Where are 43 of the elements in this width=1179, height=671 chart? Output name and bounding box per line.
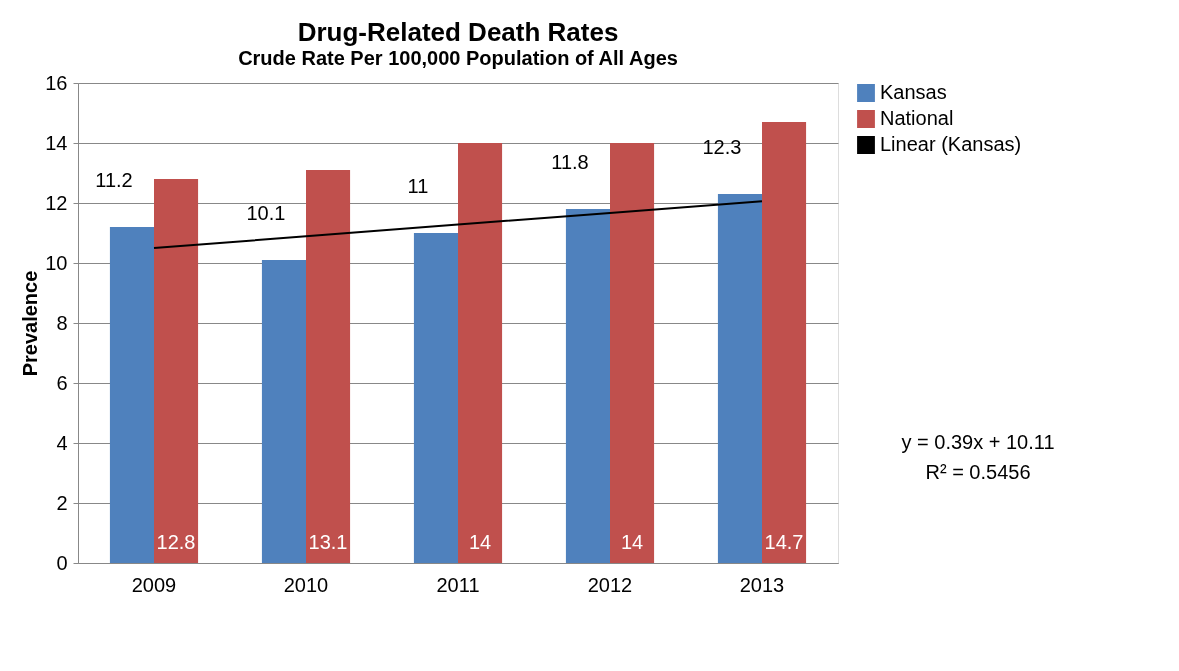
data-label: 11.2: [95, 169, 133, 191]
data-label: 12.8: [156, 531, 196, 553]
bar: [610, 143, 655, 563]
y-tick-label: 10: [45, 251, 68, 274]
x-tick-label: 2013: [739, 573, 785, 596]
y-tick-label: 6: [56, 371, 68, 394]
y-axis-title: Prevalence: [19, 270, 42, 377]
data-label: 13.1: [308, 531, 348, 553]
y-tick-label: 0: [56, 551, 68, 574]
bar: [717, 194, 762, 563]
text: y = 0.39x + 10.11: [901, 431, 1055, 453]
bar: [109, 227, 154, 563]
data-label: 14.7: [764, 531, 804, 553]
y-tick-label: 16: [45, 71, 68, 94]
bar: [306, 170, 351, 563]
line-series: [153, 200, 763, 249]
y-tick-label: 12: [45, 191, 68, 214]
x-tick-label: 2012: [587, 573, 633, 596]
bar: [762, 122, 807, 563]
data-label: 14: [620, 531, 644, 553]
chart-subtitle: Crude Rate Per 100,000 Population of All Ages: [238, 47, 678, 69]
bar: [413, 233, 458, 563]
y-tick-label: 4: [56, 431, 68, 454]
legend-label: Linear (Kansas): [880, 133, 1022, 155]
y-tick-label: 2: [56, 491, 68, 514]
x-tick-label: 2010: [283, 573, 329, 596]
y-tick-label: 8: [56, 311, 68, 334]
legend-label: National: [880, 107, 954, 129]
bar: [565, 209, 610, 563]
x-tick-label: 2009: [131, 573, 177, 596]
y-tick-label: 14: [45, 131, 68, 154]
x-tick-label: 2011: [436, 573, 480, 596]
data-label: 12.3: [702, 136, 742, 158]
bar: [261, 260, 306, 563]
data-label: 10.1: [246, 202, 286, 224]
chart-title: Drug-Related Death Rates: [297, 17, 619, 47]
legend-label: Kansas: [880, 81, 947, 103]
bar: [154, 179, 199, 563]
data-label: 11.8: [551, 151, 589, 173]
text: R² = 0.5456: [925, 461, 1031, 483]
bar: [458, 143, 503, 563]
data-label: 14: [468, 531, 492, 553]
data-label: 11: [407, 175, 429, 197]
